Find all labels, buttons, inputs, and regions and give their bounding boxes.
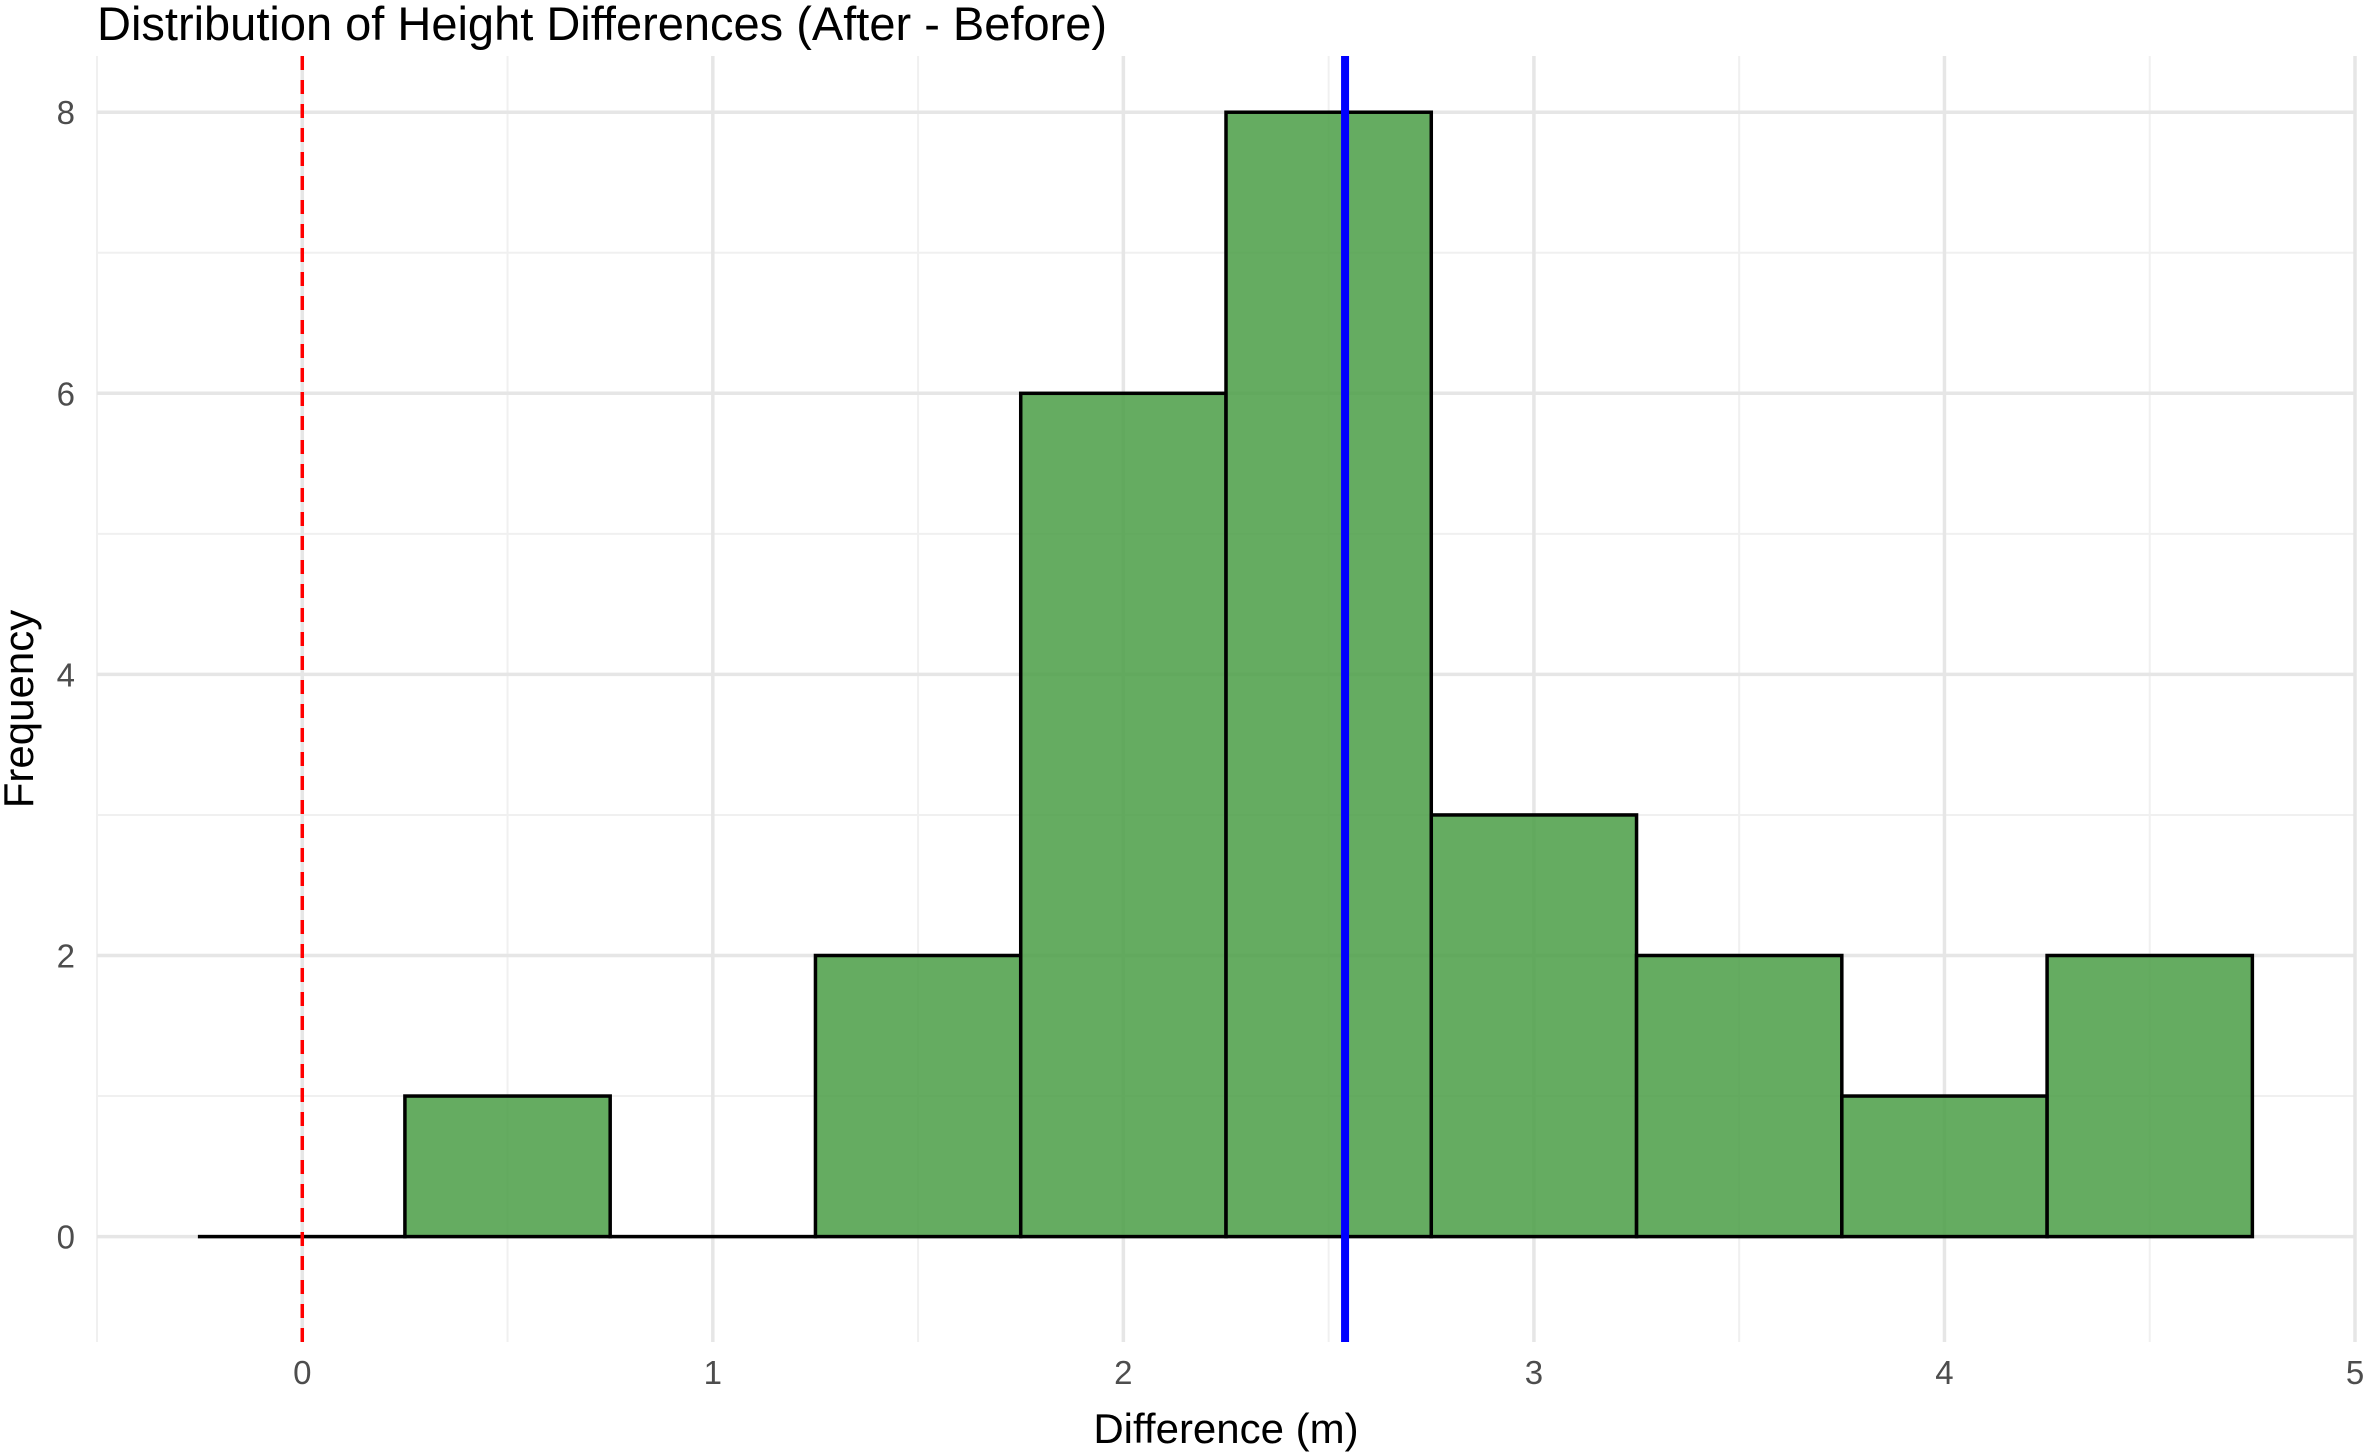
y-axis-ticks: 0 2 4 6 8	[57, 94, 75, 1255]
y-tick-label: 6	[57, 375, 75, 412]
y-tick-label: 8	[57, 94, 75, 131]
x-tick-label: 4	[1935, 1354, 1953, 1391]
histogram-bar	[403, 1094, 612, 1239]
histogram-bar	[2045, 953, 2255, 1239]
y-tick-label: 0	[57, 1219, 75, 1256]
y-axis-title: Frequency	[0, 610, 42, 808]
x-tick-label: 0	[293, 1354, 311, 1391]
y-tick-label: 2	[57, 937, 75, 974]
histogram-bars	[197, 110, 2255, 1239]
x-tick-label: 3	[1525, 1354, 1543, 1391]
histogram-bar	[1840, 1094, 2049, 1239]
histogram-bar	[1224, 110, 1434, 1239]
histogram-bar	[1634, 953, 1844, 1239]
y-tick-label: 4	[57, 656, 75, 693]
x-tick-label: 1	[704, 1354, 722, 1391]
x-axis-title: Difference (m)	[1093, 1405, 1358, 1452]
histogram-bar	[813, 953, 1023, 1239]
reference-lines	[300, 56, 1350, 1342]
x-tick-label: 5	[2346, 1354, 2364, 1391]
x-tick-label: 2	[1114, 1354, 1132, 1391]
chart-title: Distribution of Height Differences (Afte…	[97, 0, 1107, 50]
histogram-bar	[1429, 813, 1639, 1239]
x-axis-ticks: 0 1 2 3 4 5	[293, 1354, 2364, 1391]
histogram-bar	[1018, 391, 1228, 1239]
